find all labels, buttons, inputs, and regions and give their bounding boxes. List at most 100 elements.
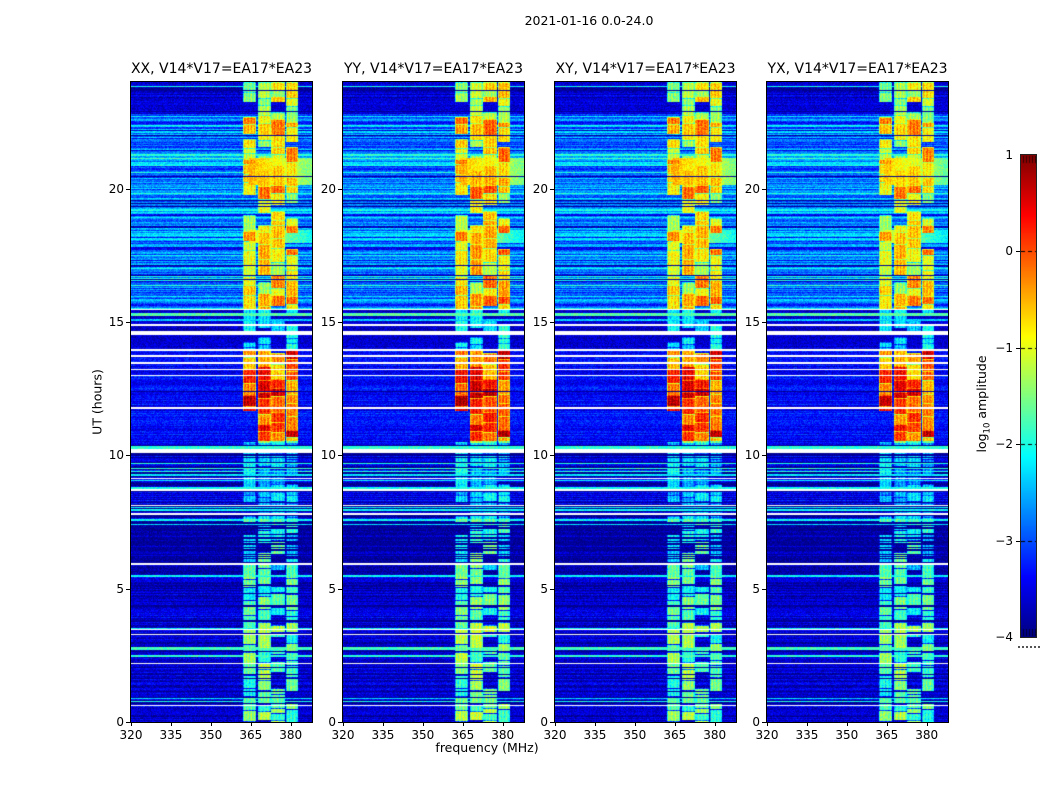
y-tick-mark: [126, 322, 131, 323]
x-tick-mark: [555, 722, 556, 726]
colorbar-tick-mark: [1016, 251, 1020, 253]
x-tick-label: 320: [755, 728, 779, 742]
y-tick-mark: [338, 322, 343, 323]
y-tick-label: 10: [532, 448, 548, 463]
y-tick-mark: [550, 588, 555, 590]
spectrogram-canvas: [554, 81, 737, 723]
panel-title: XY, V14*V17=EA17*EA23: [555, 61, 736, 77]
y-tick-mark: [550, 322, 555, 323]
y-tick-mark: [762, 722, 767, 723]
x-tick-mark: [806, 722, 808, 726]
colorbar-tick-label: −2: [995, 437, 1013, 452]
panel-yy: YY, V14*V17=EA17*EA23: [342, 61, 525, 723]
y-tick-mark: [762, 188, 767, 190]
x-tick-label: 335: [795, 728, 819, 742]
y-tick-mark: [126, 455, 131, 457]
y-tick-label: 20: [744, 181, 760, 196]
spectrogram-canvas: [130, 81, 313, 723]
x-tick-mark: [886, 722, 888, 726]
panel-title: XX, V14*V17=EA17*EA23: [130, 61, 313, 77]
y-tick-label: 10: [108, 448, 124, 463]
y-tick-mark: [338, 188, 343, 190]
colorbar-tick-label: −3: [995, 533, 1013, 548]
x-tick-mark: [170, 722, 172, 726]
x-tick-mark: [767, 722, 768, 726]
x-tick-mark: [674, 722, 676, 726]
x-tick-label: 365: [875, 728, 899, 742]
y-tick-label: 15: [320, 315, 336, 329]
x-tick-mark: [131, 722, 132, 726]
x-tick-label: 350: [623, 728, 647, 742]
y-tick-mark: [550, 722, 555, 723]
y-tick-label: 5: [752, 581, 760, 596]
y-tick-label: 0: [116, 715, 124, 729]
x-tick-label: 380: [703, 728, 727, 742]
x-tick-mark: [846, 722, 848, 726]
x-tick-mark: [502, 722, 504, 726]
x-tick-label: 365: [239, 728, 263, 742]
spectrogram-canvas: [342, 81, 525, 723]
y-tick-mark: [550, 455, 555, 457]
x-tick-label: 335: [583, 728, 607, 742]
panel-title: YY, V14*V17=EA17*EA23: [344, 61, 523, 77]
colorbar-gradient: [1020, 154, 1037, 638]
y-tick-label: 5: [540, 581, 548, 596]
x-tick-label: 380: [491, 728, 515, 742]
y-tick-label: 15: [108, 315, 124, 329]
y-tick-mark: [550, 188, 555, 190]
colorbar-tick-mark: [1016, 347, 1020, 349]
panel-xx: XX, V14*V17=EA17*EA23: [130, 61, 313, 723]
y-tick-mark: [338, 722, 343, 723]
y-tick-label: 5: [328, 581, 336, 596]
y-tick-mark: [762, 455, 767, 457]
colorbar-tick-mark: [1016, 540, 1020, 542]
x-tick-mark: [634, 722, 636, 726]
x-tick-label: 350: [199, 728, 223, 742]
colorbar-tick-label: −4: [995, 630, 1013, 644]
x-tick-label: 365: [451, 728, 475, 742]
panel-yx: YX, V14*V17=EA17*EA23: [766, 61, 949, 723]
x-tick-label: 365: [663, 728, 687, 742]
y-tick-mark: [338, 455, 343, 457]
y-tick-mark: [762, 322, 767, 323]
y-tick-mark: [338, 588, 343, 590]
spectrogram-canvas: [766, 81, 949, 723]
x-tick-mark: [250, 722, 252, 726]
y-tick-label: 20: [532, 181, 548, 196]
x-tick-label: 320: [119, 728, 143, 742]
y-tick-label: 5: [116, 581, 124, 596]
x-tick-label: 380: [915, 728, 939, 742]
colorbar-tick-label: 0: [1005, 244, 1013, 259]
x-tick-mark: [382, 722, 384, 726]
x-tick-label: 335: [371, 728, 395, 742]
y-tick-mark: [126, 588, 131, 590]
y-tick-label: 0: [540, 715, 548, 729]
x-tick-mark: [714, 722, 716, 726]
x-tick-mark: [462, 722, 464, 726]
x-tick-mark: [210, 722, 212, 726]
y-tick-mark: [126, 722, 131, 723]
x-tick-label: 380: [279, 728, 303, 742]
panel-xy: XY, V14*V17=EA17*EA23: [554, 61, 737, 723]
x-tick-mark: [594, 722, 596, 726]
y-tick-label: 15: [532, 315, 548, 329]
y-tick-label: 20: [108, 181, 124, 196]
x-tick-label: 350: [411, 728, 435, 742]
y-tick-label: 0: [328, 715, 336, 729]
y-tick-label: 0: [752, 715, 760, 729]
x-tick-mark: [422, 722, 424, 726]
panel-title: YX, V14*V17=EA17*EA23: [767, 61, 948, 77]
y-axis-label: UT (hours): [89, 369, 105, 435]
colorbar-extend-dots: [1018, 646, 1040, 648]
x-tick-label: 320: [331, 728, 355, 742]
y-tick-label: 10: [744, 448, 760, 463]
x-tick-mark: [290, 722, 292, 726]
x-tick-mark: [343, 722, 344, 726]
y-tick-label: 15: [744, 315, 760, 329]
y-tick-label: 20: [320, 181, 336, 196]
x-tick-label: 335: [159, 728, 183, 742]
y-tick-label: 10: [320, 448, 336, 463]
figure-title: 2021-01-16 0.0-24.0: [524, 13, 654, 28]
colorbar-tick-mark: [1016, 444, 1020, 446]
